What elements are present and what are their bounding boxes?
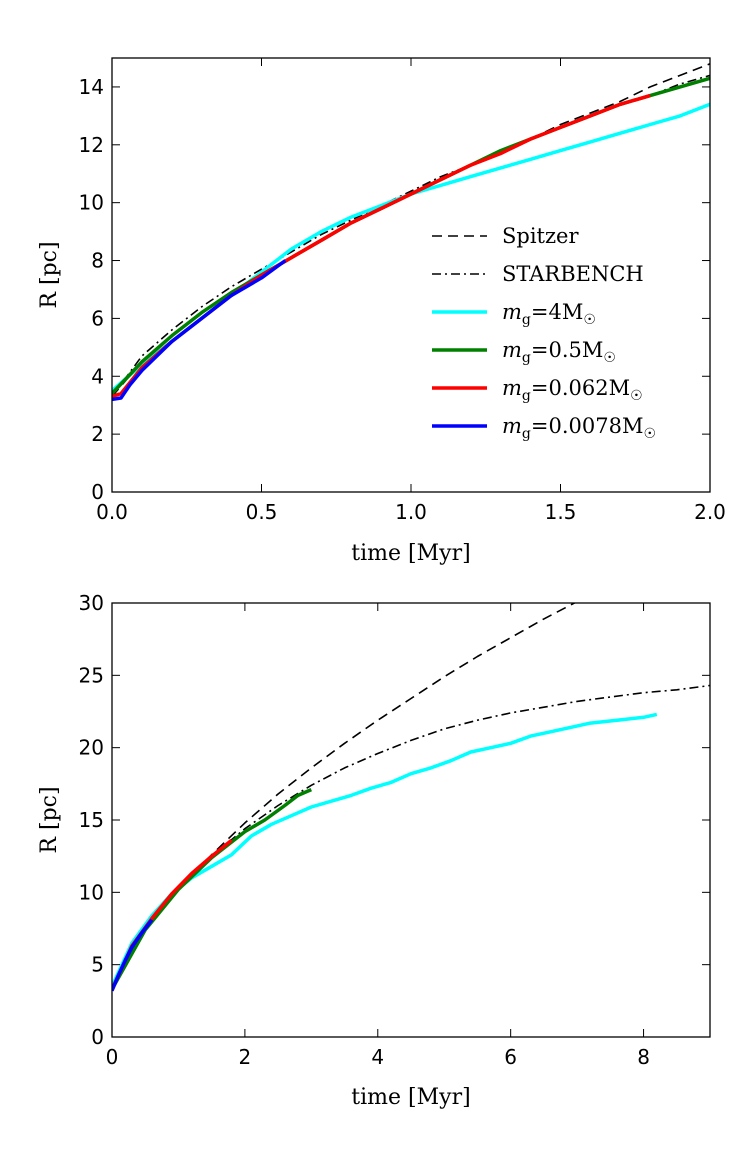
plot-frame-bottom bbox=[111, 602, 711, 1038]
ticks-layer-bottom: 0 2 4 6 8 0 5 10 15 20 25 30 bbox=[79, 591, 710, 1069]
x-tick-label-bottom: 6 bbox=[504, 1045, 517, 1069]
legend-label-mg0062: mg=0.062M☉ bbox=[502, 376, 643, 404]
x-tick-label-top: 2.0 bbox=[694, 500, 726, 524]
legend-label-subscript: g bbox=[522, 426, 531, 442]
y-tick-label-bottom: 0 bbox=[91, 1025, 104, 1049]
x-tick-label-bottom: 2 bbox=[239, 1045, 252, 1069]
x-tick-label-top: 1.0 bbox=[395, 500, 427, 524]
y-tick-label-top: 0 bbox=[91, 480, 104, 504]
legend-label-sun-symbol: ☉ bbox=[630, 388, 643, 404]
series-line-mg0062-bottom bbox=[112, 838, 233, 991]
x-tick-label-top: 1.5 bbox=[545, 500, 577, 524]
x-tick-label-top: 0.0 bbox=[96, 500, 128, 524]
series-layer-top bbox=[112, 63, 710, 402]
legend-label-mg00078: mg=0.0078M☉ bbox=[502, 414, 656, 442]
y-tick-label-bottom: 5 bbox=[91, 953, 104, 977]
y-tick-label-top: 2 bbox=[91, 422, 104, 446]
x-axis-label-bottom: time [Myr] bbox=[351, 1085, 470, 1110]
y-axis-label-bottom: R [pc] bbox=[37, 786, 62, 853]
legend-label-sun-symbol: ☉ bbox=[603, 350, 616, 366]
y-tick-label-top: 4 bbox=[91, 364, 104, 388]
legend-label-sun-symbol: ☉ bbox=[583, 312, 596, 328]
series-line-spitzer-top bbox=[112, 63, 710, 398]
legend-label-spitzer: Spitzer bbox=[502, 224, 579, 248]
y-tick-label-top: 14 bbox=[79, 75, 104, 99]
legend: SpitzerSTARBENCHmg=4M☉mg=0.5M☉mg=0.062M☉… bbox=[432, 224, 656, 442]
y-tick-label-bottom: 20 bbox=[79, 736, 104, 760]
legend-label-value: =0.0078M bbox=[531, 414, 644, 438]
legend-label-symbol: m bbox=[502, 300, 522, 324]
chart-top: 0.0 0.5 1.0 1.5 2.0 0 2 4 6 8 10 12 14 time [Myr] R … bbox=[37, 57, 726, 566]
y-tick-label-bottom: 15 bbox=[79, 808, 104, 832]
y-tick-label-top: 10 bbox=[79, 191, 104, 215]
series-line-mg05-bottom bbox=[112, 787, 312, 991]
legend-label-symbol: m bbox=[502, 376, 522, 400]
chart-bottom: 0 2 4 6 8 0 5 10 15 20 25 30 time [Myr] R [pc] bbox=[37, 591, 711, 1110]
y-tick-label-top: 8 bbox=[91, 249, 104, 273]
legend-label-subscript: g bbox=[522, 388, 531, 404]
y-tick-label-top: 6 bbox=[91, 306, 104, 330]
series-line-mg4-top bbox=[112, 102, 710, 393]
series-line-spitzer-bottom bbox=[112, 603, 577, 990]
series-line-mg00078-top bbox=[112, 259, 287, 402]
legend-label-value: =4M bbox=[531, 300, 583, 324]
y-tick-label-top: 12 bbox=[79, 133, 104, 157]
legend-label-symbol: m bbox=[502, 338, 522, 362]
x-tick-label-bottom: 0 bbox=[106, 1045, 119, 1069]
legend-label-symbol: m bbox=[502, 414, 522, 438]
legend-label-mg4: mg=4M☉ bbox=[502, 300, 596, 328]
y-tick-label-bottom: 30 bbox=[79, 591, 104, 615]
x-axis-label-top: time [Myr] bbox=[351, 541, 470, 566]
y-tick-label-bottom: 10 bbox=[79, 880, 104, 904]
series-line-starbench-bottom bbox=[112, 684, 710, 990]
legend-label-subscript: g bbox=[522, 312, 531, 328]
series-line-mg4-bottom bbox=[112, 712, 658, 988]
y-tick-label-bottom: 25 bbox=[79, 663, 104, 687]
series-layer-bottom bbox=[112, 603, 710, 992]
legend-label-value: =0.062M bbox=[531, 376, 630, 400]
legend-label-starbench: STARBENCH bbox=[502, 262, 644, 286]
series-line-mg05-top bbox=[112, 76, 710, 395]
x-tick-label-top: 0.5 bbox=[246, 500, 278, 524]
y-axis-label-top: R [pc] bbox=[37, 241, 62, 308]
series-line-mg00078-bottom bbox=[112, 918, 154, 992]
ticks-layer-top: 0.0 0.5 1.0 1.5 2.0 0 2 4 6 8 10 12 14 bbox=[79, 58, 726, 524]
legend-label-subscript: g bbox=[522, 350, 531, 366]
legend-label-sun-symbol: ☉ bbox=[643, 426, 656, 442]
series-line-starbench-top bbox=[112, 74, 710, 397]
x-tick-label-bottom: 4 bbox=[371, 1045, 384, 1069]
legend-label-value: =0.5M bbox=[531, 338, 604, 362]
x-tick-label-bottom: 8 bbox=[637, 1045, 650, 1069]
legend-label-mg05: mg=0.5M☉ bbox=[502, 338, 616, 366]
